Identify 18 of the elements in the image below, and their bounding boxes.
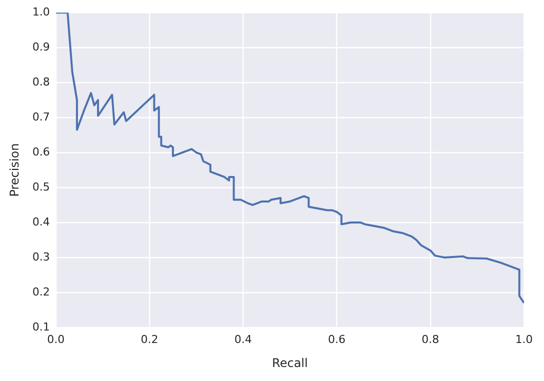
x-tick-label: 0.4 — [234, 332, 252, 346]
x-tick-label: 0.2 — [140, 332, 158, 346]
y-tick-label: 0.2 — [32, 285, 50, 298]
y-tick-label: 0.4 — [32, 215, 50, 228]
y-axis-title: Precision — [7, 143, 22, 197]
y-tick-label: 0.7 — [32, 110, 50, 124]
y-tick-label: 0.6 — [32, 145, 50, 158]
x-axis-title: Recall — [272, 356, 308, 370]
x-tick-label: 1.0 — [515, 332, 533, 346]
y-tick-label: 0.5 — [32, 180, 50, 194]
y-tick-label: 0.9 — [32, 40, 50, 54]
y-tick-label: 1.0 — [32, 5, 50, 18]
y-tick-label: 0.1 — [32, 320, 50, 334]
x-tick-label: 0.6 — [328, 332, 346, 346]
y-tick-label: 0.3 — [32, 250, 50, 264]
x-tick-label: 0.0 — [47, 332, 65, 346]
y-tick-label: 0.8 — [32, 75, 50, 88]
x-tick-label: 0.8 — [422, 332, 440, 346]
